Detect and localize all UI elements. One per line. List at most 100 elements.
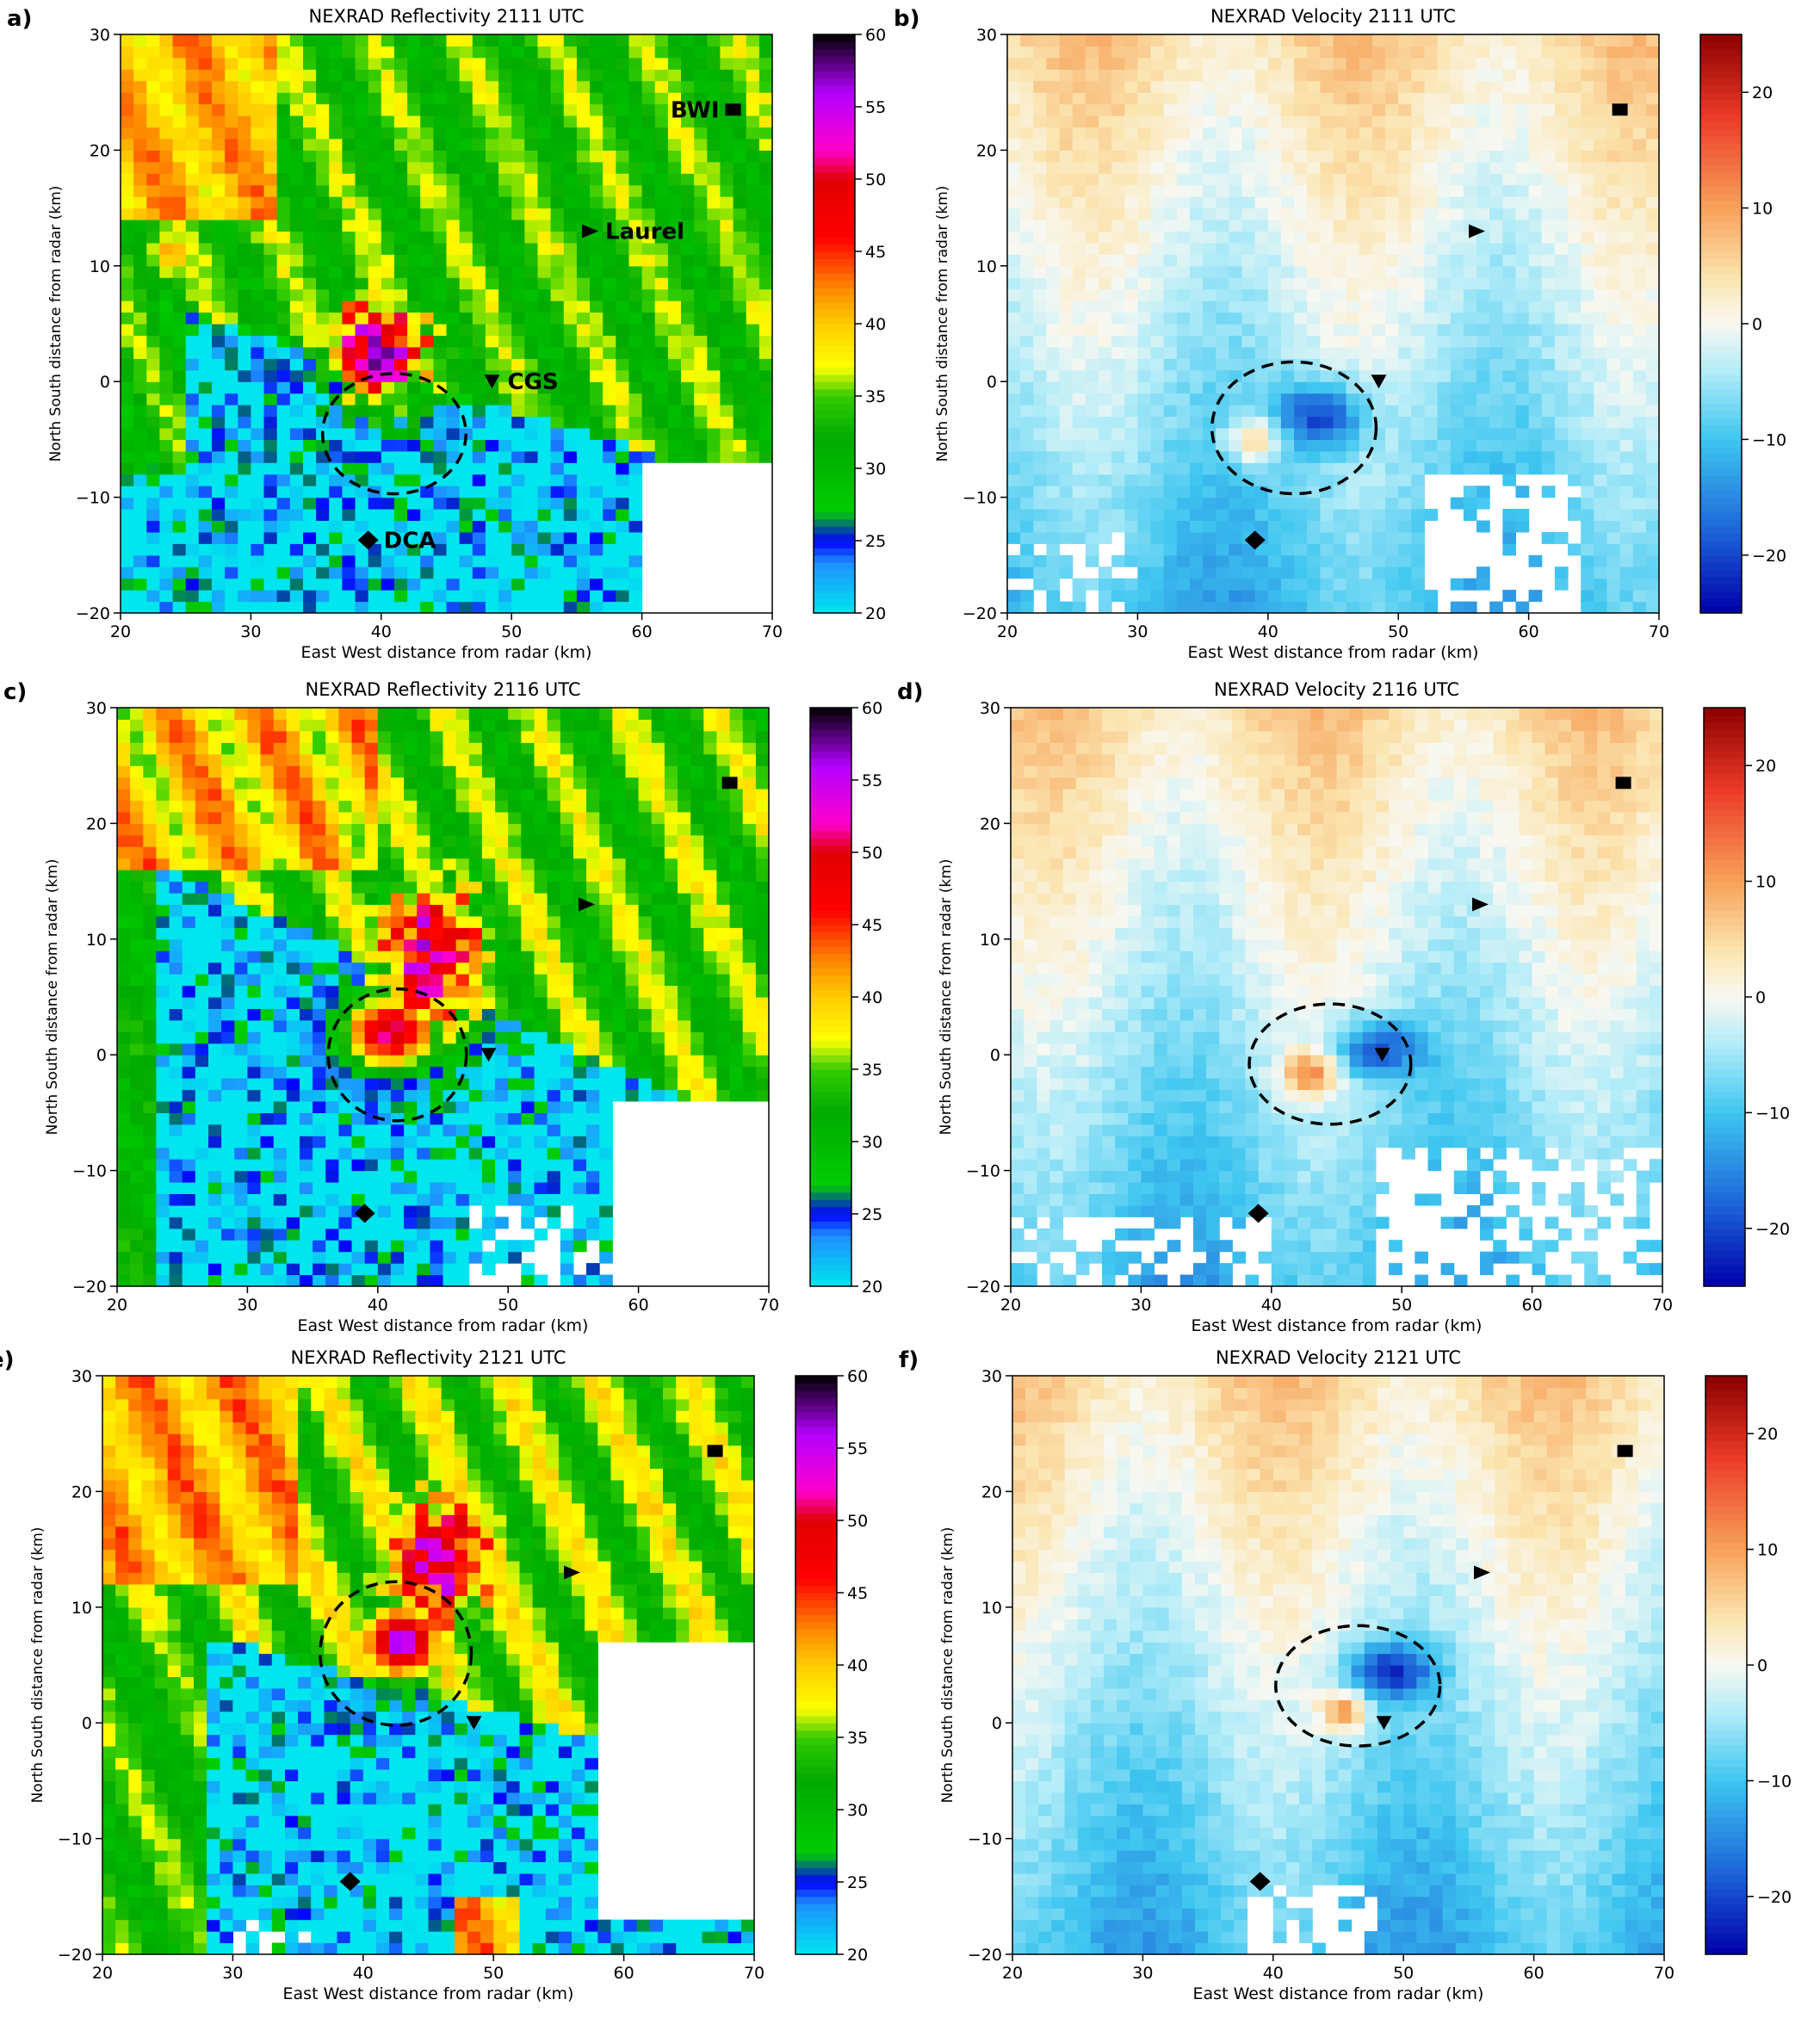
x-tick-label: 50 — [498, 1296, 518, 1315]
colorbar: 20 10 0 −10 −20 — [1703, 707, 1790, 1287]
panel-c: 20 30 40 50 60 70 30 20 10 0 −10 −20 East West dista… — [3, 679, 882, 1335]
y-tick-label: 30 — [71, 1367, 92, 1386]
x-tick-label: 30 — [1127, 622, 1148, 641]
panel-letter: d) — [897, 679, 924, 705]
landmark-label-laurel: Laurel — [605, 219, 684, 245]
x-tick-label: 60 — [1519, 622, 1539, 641]
radar-field — [117, 708, 769, 1286]
y-tick-label: −20 — [76, 604, 110, 623]
x-tick-label: 50 — [1393, 1964, 1414, 1983]
x-axis-label: East West distance from radar (km) — [1192, 1316, 1483, 1335]
x-tick-label: 20 — [110, 622, 131, 641]
colorbar-tick-label: 0 — [1755, 988, 1766, 1007]
x-tick-label: 70 — [1649, 622, 1669, 641]
x-axis-label: East West distance from radar (km) — [1188, 643, 1479, 662]
cgs-marker — [1374, 1048, 1390, 1062]
laurel-marker — [1469, 224, 1486, 238]
x-tick-label: 30 — [1130, 1296, 1151, 1315]
mesocyclone-circle — [1247, 1002, 1413, 1126]
y-axis-label: North South distance from radar (km) — [938, 859, 955, 1136]
colorbar-tick-label: −20 — [1755, 1220, 1790, 1239]
mesocyclone-circle — [319, 1580, 474, 1727]
x-tick-label: 20 — [1000, 1296, 1021, 1315]
x-tick-label: 20 — [997, 622, 1018, 641]
panel-letter: e) — [0, 1347, 15, 1373]
mesocyclone-circle — [1274, 1624, 1442, 1748]
x-axis-label: East West distance from radar (km) — [301, 643, 592, 662]
colorbar: 20 10 0 −10 −20 — [1705, 1375, 1792, 1955]
colorbar-tick-label: 45 — [862, 916, 882, 935]
colorbar-tick-label: 20 — [865, 604, 886, 623]
colorbar-tick-label: 20 — [1757, 1425, 1778, 1444]
x-tick-label: 40 — [1261, 1296, 1282, 1315]
bwi-marker — [1615, 777, 1631, 789]
panel-letter: b) — [894, 6, 920, 32]
x-tick-label: 30 — [240, 622, 261, 641]
colorbar-tick-label: 50 — [862, 844, 882, 863]
colorbar-tick-label: 40 — [862, 988, 882, 1007]
colorbar-tick-label: 55 — [862, 771, 882, 790]
colorbar-tick-label: 50 — [847, 1512, 868, 1531]
x-tick-label: 40 — [1263, 1964, 1284, 1983]
y-tick-label: 30 — [976, 26, 997, 45]
bwi-marker — [1612, 103, 1628, 116]
colorbar-tick-label: −20 — [1757, 1888, 1792, 1907]
y-tick-label: 20 — [90, 141, 110, 160]
colorbar-tick-label: 55 — [847, 1439, 868, 1458]
y-tick-label: 10 — [90, 257, 110, 276]
colorbar-tick-label: 45 — [847, 1584, 868, 1603]
laurel-marker — [1474, 1565, 1491, 1580]
colorbar-tick-label: 30 — [847, 1801, 868, 1820]
colorbar: 20 10 0 −10 −20 — [1699, 34, 1786, 614]
colorbar-tick-label: 35 — [847, 1729, 868, 1748]
landmark-label-cgs: CGS — [507, 369, 558, 395]
colorbar-tick-label: 25 — [862, 1205, 882, 1224]
y-tick-label: 10 — [980, 931, 1000, 950]
bwi-marker — [721, 777, 738, 789]
dca-marker — [1247, 1204, 1269, 1223]
x-tick-label: 70 — [758, 1296, 779, 1315]
panel-f: 20 30 40 50 60 70 30 20 10 0 −10 −20 East West dista… — [899, 1347, 1792, 2003]
x-tick-label: 70 — [744, 1964, 765, 1983]
colorbar-tick-label: 10 — [1752, 200, 1773, 219]
panel-b: 20 30 40 50 60 70 30 20 10 0 −10 −20 East West dista… — [894, 6, 1786, 662]
y-tick-label: 0 — [96, 1046, 107, 1065]
colorbar-tick-label: 35 — [865, 387, 886, 406]
y-tick-label: 10 — [976, 257, 997, 276]
y-tick-label: 20 — [980, 814, 1000, 833]
colorbar-tick-label: 30 — [865, 460, 886, 479]
y-tick-label: −10 — [76, 489, 110, 508]
panel-title: NEXRAD Reflectivity 2121 UTC — [291, 1347, 566, 1368]
x-tick-label: 40 — [353, 1964, 374, 1983]
dca-marker — [1249, 1872, 1271, 1891]
y-tick-label: 10 — [86, 931, 107, 950]
landmark-label-bwi: BWI — [671, 97, 720, 123]
panel-d: 20 30 40 50 60 70 30 20 10 0 −10 −20 East West dista… — [897, 679, 1790, 1335]
colorbar-tick-label: 55 — [865, 98, 886, 117]
y-tick-label: 0 — [100, 373, 110, 392]
laurel-marker — [564, 1565, 581, 1580]
panel-title: NEXRAD Reflectivity 2116 UTC — [306, 679, 581, 700]
colorbar-tick-label: 20 — [847, 1946, 868, 1965]
plot-frame — [102, 1375, 755, 1955]
x-tick-label: 50 — [1391, 1296, 1412, 1315]
y-tick-label: 30 — [980, 699, 1000, 718]
y-tick-label: 20 — [86, 814, 107, 833]
y-axis-label: North South distance from radar (km) — [29, 1527, 46, 1804]
x-tick-label: 70 — [1652, 1296, 1673, 1315]
colorbar-tick-label: 25 — [847, 1873, 868, 1892]
cgs-marker — [1376, 1716, 1392, 1730]
colorbar-tick-label: 25 — [865, 532, 886, 551]
colorbar-tick-label: −10 — [1752, 430, 1786, 449]
bwi-marker — [1617, 1445, 1633, 1458]
y-tick-label: 0 — [987, 373, 997, 392]
x-tick-label: 50 — [501, 622, 522, 641]
cgs-marker — [484, 375, 500, 389]
x-axis-label: East West distance from radar (km) — [283, 1984, 574, 2003]
cgs-marker — [480, 1048, 497, 1062]
y-tick-label: −20 — [966, 1278, 1000, 1297]
y-axis-label: North South distance from radar (km) — [47, 186, 65, 462]
x-tick-label: 60 — [1522, 1296, 1543, 1315]
colorbar-tick-label: 60 — [862, 699, 882, 718]
y-tick-label: 0 — [992, 1714, 1002, 1733]
